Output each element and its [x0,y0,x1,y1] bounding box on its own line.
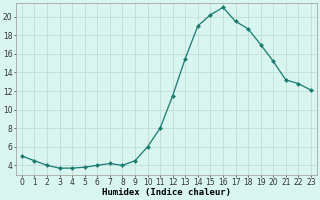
X-axis label: Humidex (Indice chaleur): Humidex (Indice chaleur) [102,188,231,197]
